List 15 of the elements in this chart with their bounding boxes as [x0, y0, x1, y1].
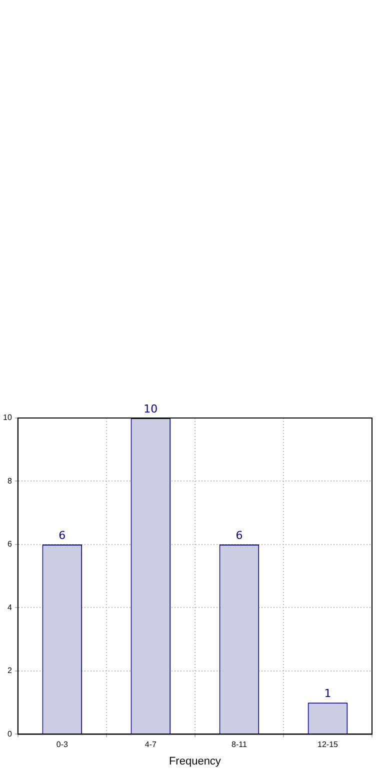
x-tick-label: 4-7 — [144, 740, 158, 750]
y-tick-label: 2 — [7, 666, 12, 676]
y-tick-label: 0 — [7, 729, 12, 738]
data-label: 6 — [236, 528, 243, 542]
data-label: 6 — [58, 528, 66, 542]
data-label: 10 — [144, 402, 158, 416]
x-tick-label: 8-11 — [232, 740, 248, 750]
x-tick-label: 0-3 — [56, 740, 68, 750]
y-tick-label: 10 — [2, 413, 12, 422]
x-tick-label: 12-15 — [318, 740, 339, 750]
x-axis-title: Frequency — [168, 755, 222, 768]
y-tick-label: 8 — [7, 476, 12, 486]
y-tick-label: 4 — [7, 602, 12, 612]
y-tick-label: 6 — [7, 540, 12, 549]
data-label: 1 — [324, 686, 332, 700]
